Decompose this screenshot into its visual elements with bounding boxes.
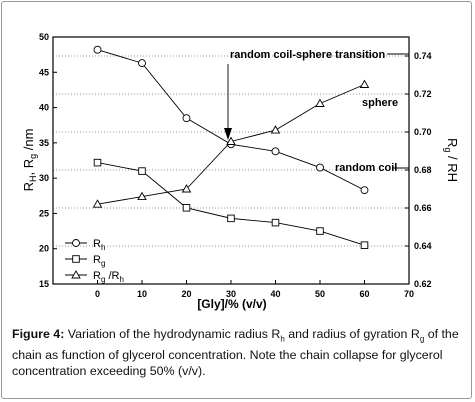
series-line-rg: [97, 162, 365, 246]
left-tick-label: 50: [39, 32, 49, 42]
data-point-rh: [360, 186, 369, 195]
data-point-rg-rh: [137, 191, 147, 201]
data-point-rh: [93, 45, 102, 54]
x-tick-label: 40: [270, 289, 280, 299]
left-tick-label: 30: [39, 173, 49, 183]
left-axis-label: RH, Rg /nm: [21, 129, 38, 192]
annotation-random-coil: random coil: [335, 162, 397, 174]
x-tick-label: 50: [315, 289, 325, 299]
legend-marker: [72, 239, 80, 247]
x-tick-label: 20: [181, 289, 191, 299]
data-point-rg-rh: [92, 199, 103, 208]
x-tick-label: 70: [404, 289, 414, 299]
right-tick-label: 0.64: [414, 241, 432, 251]
right-tick-label: 0.72: [414, 89, 432, 99]
legend-marker: [72, 255, 80, 263]
data-point-rg-rh: [359, 79, 370, 88]
data-point-rg: [227, 214, 235, 223]
data-point-rh: [138, 59, 146, 68]
legend-label: Rg: [93, 254, 105, 268]
right-tick-label: 0.68: [414, 165, 432, 175]
data-point-rg: [93, 158, 102, 167]
chart: 0 10 20 30 40 50 60 70 15 20 25 30 35 40 45 50 0.62 0.64 0…: [21, 32, 460, 311]
right-tick-label: 0.70: [414, 127, 432, 137]
figure-caption: Figure 4: Variation of the hydrodynamic …: [12, 327, 459, 379]
data-point-rg: [182, 204, 191, 212]
legend-label: Rg /Rh: [93, 270, 124, 284]
right-tick-label: 0.74: [414, 51, 432, 61]
left-tick-label: 20: [39, 244, 49, 254]
data-point-rg-rh: [181, 184, 192, 193]
legend-label: Rh: [93, 238, 105, 252]
series-line-rh: [97, 49, 365, 191]
data-point-rg: [271, 218, 280, 227]
left-tick-label: 25: [39, 208, 49, 218]
left-tick-label: 40: [39, 103, 49, 113]
data-point-rh: [182, 114, 191, 123]
caption-label: Figure 4:: [12, 327, 65, 341]
plot-area: [52, 36, 410, 285]
x-tick-label: 30: [226, 289, 236, 299]
data-point-rh: [316, 163, 324, 172]
annotation-sphere: sphere: [362, 97, 398, 109]
x-tick-label: 10: [137, 289, 147, 299]
data-point-rg-rh: [226, 136, 236, 145]
data-point-rg: [360, 241, 369, 249]
x-axis-label: [Gly]/% (v/v): [197, 297, 266, 311]
right-tick-label: 0.62: [414, 279, 432, 289]
x-tick-label: 0: [95, 289, 100, 299]
left-tick-label: 15: [39, 279, 49, 289]
left-tick-label: 45: [39, 67, 49, 77]
data-point-rg: [138, 167, 146, 175]
left-tick-label: 35: [39, 138, 49, 148]
data-point-rg-rh: [270, 125, 281, 134]
x-tick-label: 60: [359, 289, 369, 299]
right-tick-label: 0.66: [414, 203, 432, 213]
transition-arrow-head: [224, 128, 232, 140]
legend-marker: [71, 270, 81, 279]
annotation-transition: random coil-sphere transition: [230, 49, 386, 61]
grid-lines: [53, 55, 409, 247]
data-point-rg-rh: [315, 98, 325, 107]
right-axis-label: Rg / RH: [443, 138, 460, 182]
data-point-rh: [271, 147, 280, 156]
data-point-rg: [316, 227, 324, 235]
